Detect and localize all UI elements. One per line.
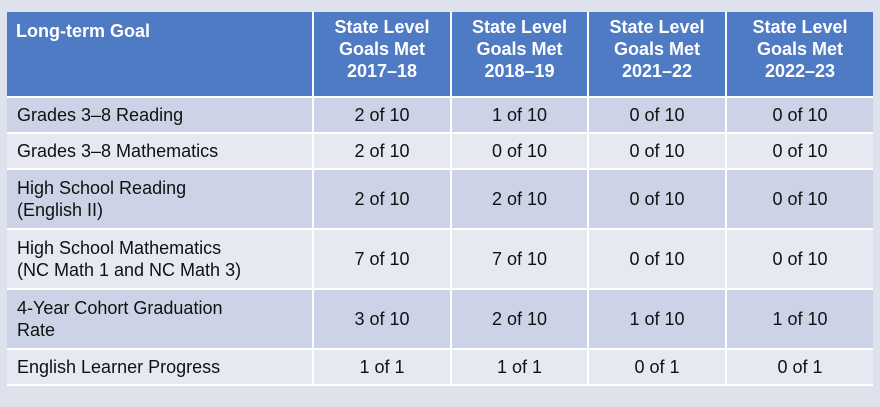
goals-table: Long-term Goal State Level Goals Met 201… [7, 12, 873, 386]
value-cell: 0 of 10 [589, 230, 727, 290]
goal-cell: High School Reading (English II) [7, 170, 314, 230]
value-cell: 3 of 10 [314, 290, 452, 350]
header-line: State Level [609, 17, 705, 37]
value-cell: 1 of 10 [589, 290, 727, 350]
table-row: Grades 3–8 Reading 2 of 10 1 of 10 0 of … [7, 98, 873, 134]
goal-cell: 4-Year Cohort Graduation Rate [7, 290, 314, 350]
goal-cell: Grades 3–8 Mathematics [7, 134, 314, 170]
table-row: Grades 3–8 Mathematics 2 of 10 0 of 10 0… [7, 134, 873, 170]
header-line: Goals Met [338, 39, 426, 59]
goal-cell: Grades 3–8 Reading [7, 98, 314, 134]
goal-cell: English Learner Progress [7, 350, 314, 386]
header-long-term-goal: Long-term Goal [7, 12, 314, 98]
value-cell: 1 of 1 [314, 350, 452, 386]
header-line: State Level [334, 17, 430, 37]
header-line: State Level [752, 17, 848, 37]
header-year: 2018–19 [484, 61, 555, 81]
value-cell: 7 of 10 [314, 230, 452, 290]
value-cell: 0 of 10 [727, 98, 873, 134]
table-row: 4-Year Cohort Graduation Rate 3 of 10 2 o… [7, 290, 873, 350]
value-cell: 0 of 10 [589, 134, 727, 170]
value-cell: 2 of 10 [314, 98, 452, 134]
header-line: Goals Met [476, 39, 563, 59]
value-cell: 0 of 1 [727, 350, 873, 386]
value-cell: 1 of 1 [452, 350, 589, 386]
table-row: High School Reading (English II) 2 of 10 … [7, 170, 873, 230]
header-2018-19: State Level Goals Met 2018–19 [452, 12, 589, 98]
header-line: Goals Met [613, 39, 701, 59]
value-cell: 0 of 10 [727, 230, 873, 290]
value-cell: 2 of 10 [452, 170, 589, 230]
header-2022-23: State Level Goals Met 2022–23 [727, 12, 873, 98]
header-year: 2022–23 [764, 61, 836, 81]
goal-cell: High School Mathematics (NC Math 1 and NC… [7, 230, 314, 290]
header-line: Goals Met [756, 39, 844, 59]
value-cell: 2 of 10 [314, 134, 452, 170]
header-2021-22: State Level Goals Met 2021–22 [589, 12, 727, 98]
header-label: Long-term Goal [16, 21, 150, 41]
header-year: 2021–22 [621, 61, 693, 81]
value-cell: 1 of 10 [727, 290, 873, 350]
header-line: State Level [471, 17, 568, 37]
table-row: High School Mathematics (NC Math 1 and NC… [7, 230, 873, 290]
value-cell: 0 of 1 [589, 350, 727, 386]
header-2017-18: State Level Goals Met 2017–18 [314, 12, 452, 98]
value-cell: 0 of 10 [727, 170, 873, 230]
value-cell: 0 of 10 [589, 98, 727, 134]
value-cell: 2 of 10 [314, 170, 452, 230]
value-cell: 0 of 10 [727, 134, 873, 170]
value-cell: 0 of 10 [452, 134, 589, 170]
value-cell: 2 of 10 [452, 290, 589, 350]
header-year: 2017–18 [346, 61, 418, 81]
value-cell: 1 of 10 [452, 98, 589, 134]
table-row: English Learner Progress 1 of 1 1 of 1 0… [7, 350, 873, 386]
value-cell: 7 of 10 [452, 230, 589, 290]
value-cell: 0 of 10 [589, 170, 727, 230]
header-row: Long-term Goal State Level Goals Met 201… [7, 12, 873, 98]
